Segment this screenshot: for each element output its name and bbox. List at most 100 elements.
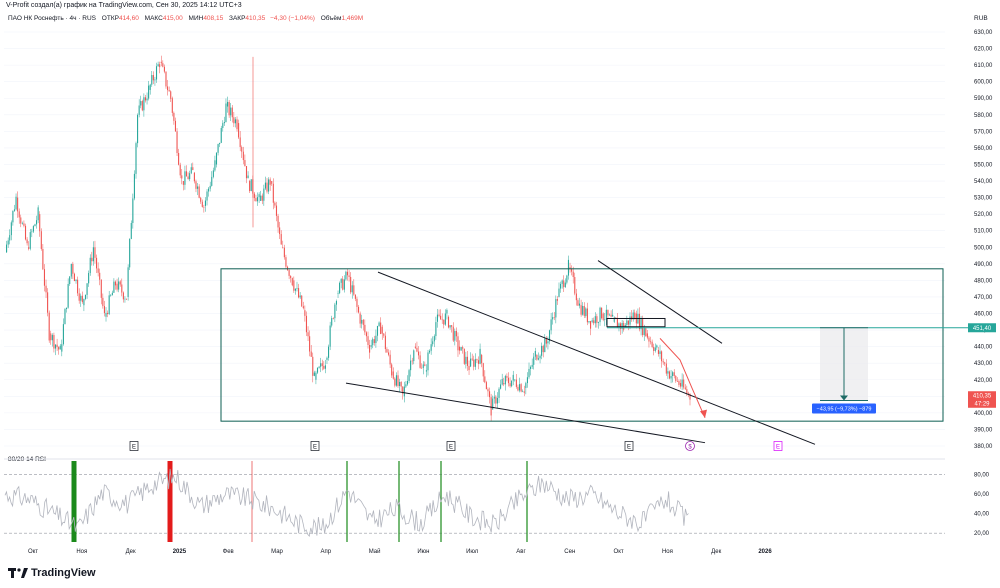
candle-body (676, 380, 678, 382)
candle-body (574, 277, 576, 294)
time-tick-label: Июн (417, 549, 429, 555)
candle-body (465, 356, 467, 364)
candle-body (427, 352, 429, 371)
candle-body (689, 393, 691, 400)
candle-body (449, 325, 451, 328)
price-tick-label: 420,00 (974, 378, 993, 384)
candle-body (484, 376, 486, 383)
price-tick-label: 590,00 (974, 96, 993, 102)
price-tick-label: 520,00 (974, 212, 993, 218)
candle-body (646, 333, 648, 338)
candle-body (7, 240, 9, 245)
candle-body (462, 347, 464, 349)
candle-body (413, 350, 415, 362)
candle-body (525, 383, 527, 389)
price-tick-label: 610,00 (974, 63, 993, 69)
candle-body (496, 397, 498, 404)
candle-body (575, 293, 577, 301)
candle-body (40, 231, 42, 249)
candle-body (86, 283, 88, 295)
candle-body (684, 387, 686, 390)
candle-body (399, 381, 401, 387)
candle-body (348, 275, 350, 277)
candle-body (343, 279, 345, 290)
candle-body (148, 85, 150, 99)
candle-body (260, 195, 262, 201)
symbol-name: ПАО НК Роснефть · 4ч · RUS (8, 15, 96, 22)
candle-body (108, 295, 110, 315)
candle-body (670, 375, 672, 379)
candle-body (157, 64, 159, 67)
candle-body (47, 292, 49, 313)
candle-body (18, 211, 20, 218)
candle-body (105, 312, 107, 317)
candle-body (81, 295, 83, 303)
price-tick-label: 460,00 (974, 312, 993, 318)
candle-body (32, 226, 34, 232)
candle-body (531, 364, 533, 367)
candle-body (323, 365, 325, 369)
candle-body (629, 316, 631, 325)
candle-body (621, 322, 623, 329)
candle-body (620, 323, 622, 329)
candle-body (659, 351, 661, 354)
candle-body (534, 350, 536, 357)
candle-body (406, 380, 409, 385)
candle-body (392, 371, 394, 379)
candle-body (269, 179, 271, 185)
candle-body (97, 268, 99, 273)
candle-body (24, 225, 27, 240)
price-tick-label: 630,00 (974, 30, 993, 36)
candle-body (380, 322, 382, 334)
candle-body (121, 284, 123, 293)
candle-body (231, 107, 233, 118)
candle-body (593, 320, 595, 324)
candle-body (687, 393, 689, 395)
candle-body (571, 268, 573, 272)
candle-body (537, 358, 540, 360)
price-tick-label: 390,00 (974, 427, 993, 433)
candle-body (419, 355, 421, 368)
candle-body (375, 335, 377, 344)
candle-body (236, 119, 238, 130)
candle-body (256, 197, 259, 202)
candle-body (522, 391, 524, 393)
open-label: ОТКР (101, 15, 119, 22)
candle-body (316, 367, 319, 373)
price-tick-label: 540,00 (974, 179, 993, 185)
candle-body (667, 371, 669, 374)
candle-body (114, 281, 117, 286)
candle-body (99, 272, 101, 280)
candle-body (444, 313, 446, 325)
candle-body (482, 363, 484, 377)
candle-body (391, 364, 393, 376)
candle-body (356, 298, 358, 307)
price-tick-label: 560,00 (974, 146, 993, 152)
time-tick-label: Дек (711, 549, 721, 555)
candle-body (58, 347, 60, 350)
candle-body (555, 299, 557, 318)
candle-body (331, 318, 333, 326)
candle-body (204, 200, 206, 206)
volume-label: Объём (320, 15, 342, 22)
candle-body (394, 378, 396, 386)
candle-body (133, 173, 135, 199)
candle-body (408, 370, 410, 381)
candle-body (634, 312, 636, 320)
candle-body (577, 300, 579, 306)
candle-body (296, 288, 298, 289)
candle-body (208, 188, 210, 192)
time-tick-label: Ноя (662, 549, 673, 555)
drawings: −43,95 (−9,73%) −879 (220, 260, 970, 445)
candle-body (649, 341, 652, 343)
candle-body (339, 282, 341, 294)
change-value: −4,30 (−1,04%) (270, 15, 315, 22)
price-tick-label: 530,00 (974, 196, 993, 202)
price-tick-label: 510,00 (974, 229, 993, 235)
candle-body (340, 278, 342, 283)
candle-body (466, 356, 469, 366)
price-tick-label: 600,00 (974, 80, 993, 86)
candle-body (654, 347, 656, 351)
candle-body (572, 271, 574, 278)
